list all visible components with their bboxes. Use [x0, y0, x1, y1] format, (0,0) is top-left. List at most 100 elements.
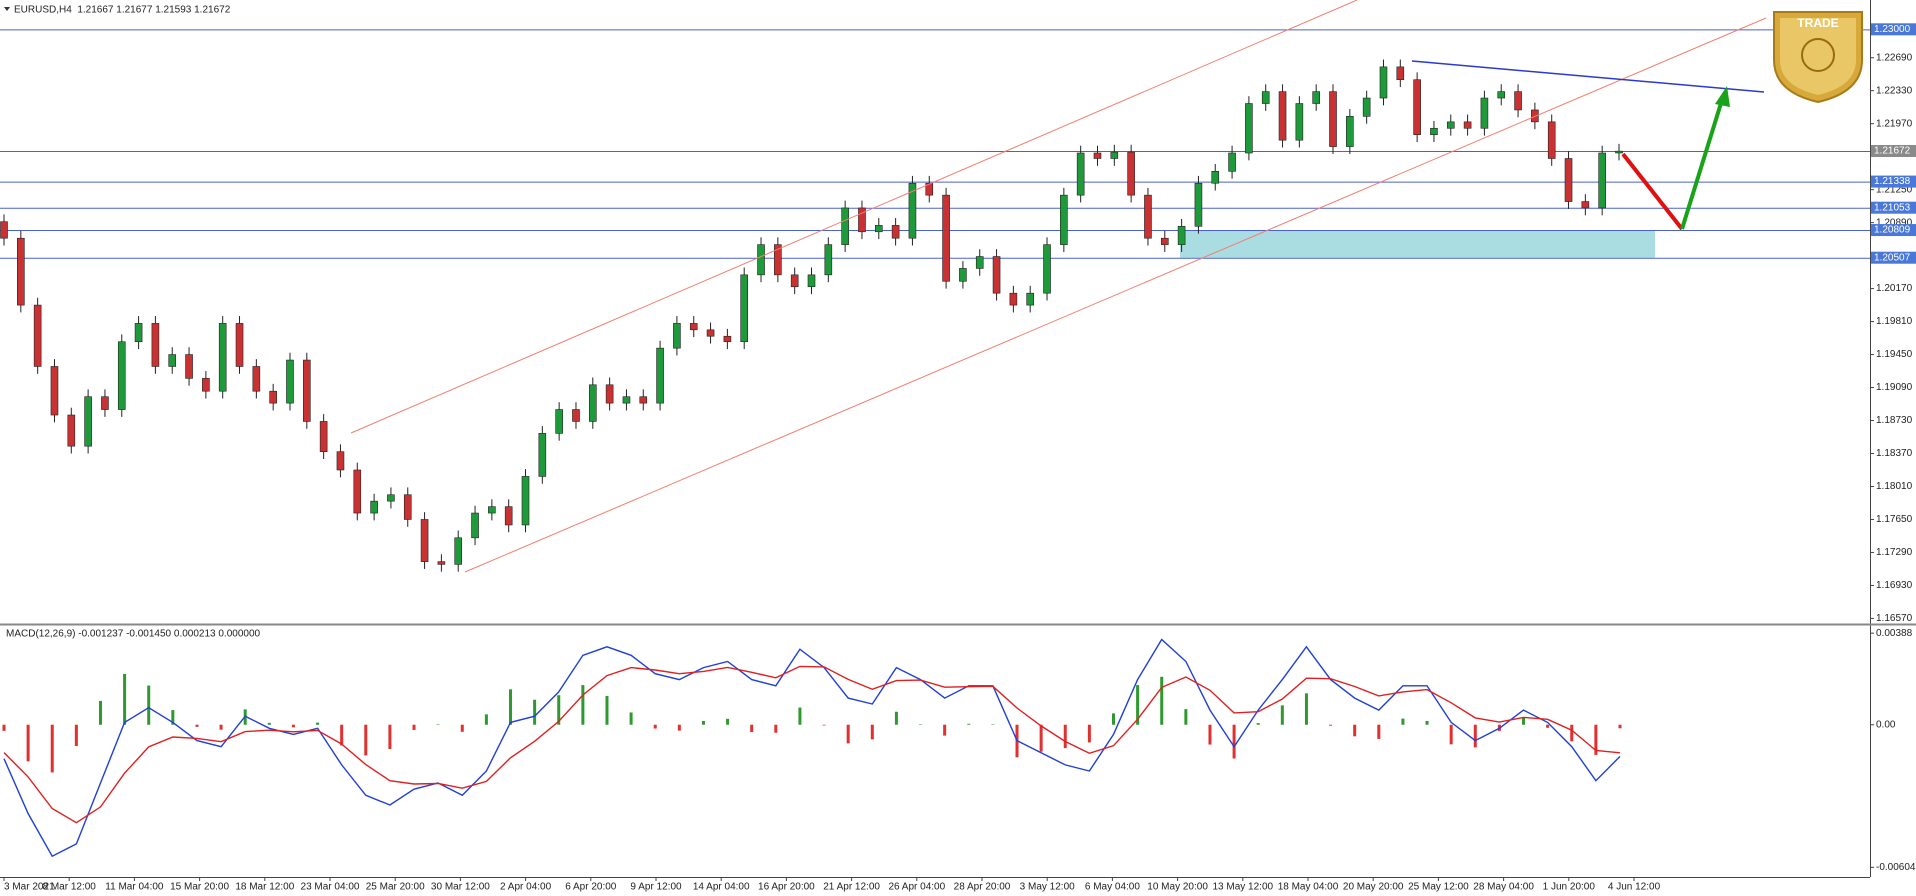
candle-body: [908, 182, 917, 239]
histogram-bar: [1473, 724, 1477, 748]
x-tick-label: 28 Apr 20:00: [954, 882, 1011, 893]
x-tick-label: 16 Apr 20:00: [758, 882, 815, 893]
candle-body: [589, 384, 597, 422]
y-tick-label: 1.22690: [1876, 52, 1913, 63]
candle-body: [1514, 91, 1522, 111]
candle-body: [387, 494, 395, 502]
histogram-bar: [822, 724, 826, 726]
candle-body: [235, 323, 244, 367]
y-tick-label: 0.00: [1876, 719, 1896, 730]
x-tick-label: 15 Mar 20:00: [170, 882, 229, 893]
y-tick-label: 1.20170: [1876, 283, 1913, 294]
x-tick-label: 18 May 04:00: [1278, 882, 1339, 893]
candle-body: [1194, 182, 1203, 227]
y-tick-label: 1.18730: [1876, 415, 1913, 426]
support-zone: [1180, 230, 1655, 258]
histogram-bar: [1570, 724, 1574, 742]
candle-body: [101, 396, 109, 410]
candle-body: [774, 244, 782, 276]
candle-body: [1144, 194, 1152, 239]
histogram-bar: [894, 711, 898, 725]
y-tick-label: 0.00388: [1876, 628, 1913, 639]
candle-body: [1446, 121, 1455, 129]
candle-body: [673, 323, 681, 349]
logo-text: TRADE: [1797, 16, 1838, 30]
x-tick-label: 9 Apr 12:00: [630, 882, 682, 893]
macd-line: [3, 638, 1621, 858]
x-tick-label: 8 Mar 12:00: [43, 882, 97, 893]
level-label-box: [1871, 144, 1916, 157]
candle-body: [17, 237, 25, 306]
x-tick-label: 14 Apr 04:00: [693, 882, 750, 893]
candle-body: [824, 244, 833, 276]
candle-body: [1026, 292, 1034, 306]
candle-body: [420, 519, 429, 562]
candle-body: [437, 561, 446, 565]
histogram-bar: [701, 720, 705, 725]
histogram-bar: [1449, 724, 1453, 745]
candle-body: [319, 421, 328, 452]
histogram-bar: [291, 724, 295, 728]
histogram-bar: [726, 718, 730, 725]
candle-body: [1497, 91, 1506, 99]
macd-line: [3, 665, 1621, 824]
candle-body: [1127, 151, 1135, 196]
histogram-bar: [1353, 724, 1357, 737]
candle-body: [942, 194, 950, 282]
x-tick-label: 1 Jun 20:00: [1543, 882, 1596, 893]
y-tick-label: 1.17290: [1876, 547, 1913, 558]
arrow-down: [1621, 152, 1684, 231]
histogram-bar: [388, 724, 392, 750]
histogram-bar: [1594, 724, 1598, 755]
channel-lower: [464, 17, 1767, 573]
candle-body: [1329, 91, 1337, 147]
candle-body: [1346, 116, 1354, 147]
histogram-bar: [1232, 724, 1236, 759]
candle-body: [1110, 151, 1119, 159]
histogram-bar: [1522, 717, 1526, 725]
arrow-up: [1680, 99, 1724, 230]
histogram-bar: [653, 724, 657, 729]
candle-body: [992, 256, 1001, 294]
histogram-bar: [1208, 724, 1212, 745]
y-tick-label: 1.16570: [1876, 613, 1913, 624]
candle-body: [1278, 91, 1287, 141]
histogram-bar: [74, 724, 78, 746]
level-label: 1.20507: [1874, 252, 1911, 263]
marks-layer: [0, 59, 1623, 858]
level-label: 1.21338: [1874, 176, 1911, 187]
x-tick-label: 26 Apr 04:00: [888, 882, 945, 893]
histogram-bar: [1087, 724, 1091, 743]
histogram-bar: [1618, 724, 1622, 729]
y-tick-label: -0.00604: [1876, 862, 1916, 873]
candle-body: [1043, 244, 1051, 294]
candle-body: [1160, 237, 1169, 245]
level-label-box: [1871, 23, 1916, 36]
level-label-box: [1871, 251, 1916, 264]
histogram-bar: [581, 685, 585, 725]
histogram-bar: [774, 724, 778, 733]
x-tick-label: 25 May 12:00: [1408, 882, 1469, 893]
x-tick-label: 21 Apr 12:00: [823, 882, 880, 893]
x-tick-label: 20 May 20:00: [1343, 882, 1404, 893]
candle-body: [1211, 171, 1220, 184]
candle-body: [336, 451, 345, 471]
arrow-head: [1715, 86, 1730, 107]
candle-body: [134, 323, 143, 343]
histogram-bar: [171, 710, 175, 725]
candle-body: [1430, 127, 1438, 135]
candle-body: [33, 304, 42, 367]
x-tick-label: 6 May 04:00: [1085, 882, 1140, 893]
x-tick-label: 6 Apr 20:00: [565, 882, 617, 893]
candle-body: [1379, 66, 1388, 99]
candle-body: [1228, 152, 1236, 172]
histogram-bar: [943, 724, 947, 736]
histogram-bar: [870, 724, 874, 740]
histogram-bar: [219, 724, 223, 730]
y-tick-label: 1.21970: [1876, 118, 1913, 129]
candle-body: [151, 323, 160, 367]
histogram-bar: [98, 700, 102, 725]
candle-body: [353, 469, 362, 514]
